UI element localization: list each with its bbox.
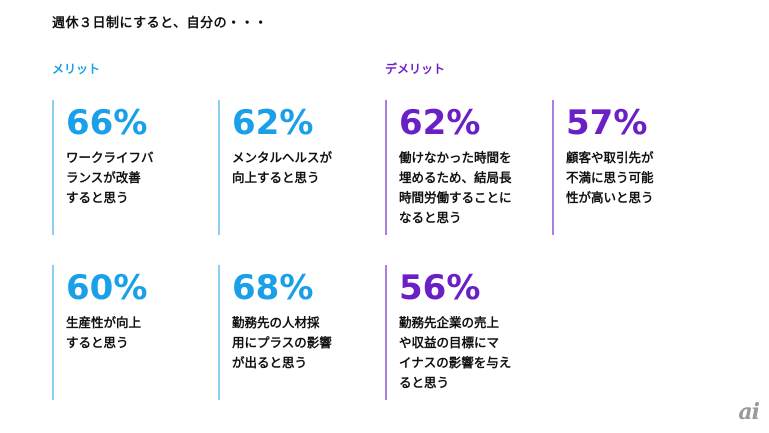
card-divider	[52, 100, 54, 235]
card-divider	[385, 100, 387, 235]
percentage-value: 56%	[399, 268, 481, 308]
merit-card-productivity: 60% 生産性が向上 すると思う	[52, 265, 216, 400]
section-label-demerit: デメリット	[385, 62, 446, 76]
item-label: 生産性が向上 すると思う	[66, 315, 142, 350]
percentage-value: 62%	[399, 103, 481, 143]
item-label: 勤務先の人材採 用にプラスの影響 が出ると思う	[232, 315, 332, 370]
demerit-card-customer-dissatisfaction: 57% 顧客や取引先が 不満に思う可能 性が高いと思う	[552, 100, 716, 235]
ai-logo: ai	[738, 399, 760, 425]
percentage-value: 68%	[232, 268, 314, 308]
demerit-card-revenue-impact: 56% 勤務先企業の売上 や収益の目標にマ イナスの影響を与え ると思う	[385, 265, 559, 400]
merit-card-recruitment: 68% 勤務先の人材採 用にプラスの影響 が出ると思う	[218, 265, 382, 400]
section-label-merit: メリット	[52, 62, 101, 76]
merit-card-mental-health: 62% メンタルヘルスが 向上すると思う	[218, 100, 382, 235]
item-label: 勤務先企業の売上 や収益の目標にマ イナスの影響を与え ると思う	[399, 315, 512, 390]
merit-card-work-life: 66% ワークライフバ ランスが改善 すると思う	[52, 100, 216, 235]
card-divider	[218, 100, 220, 235]
percentage-value: 57%	[566, 103, 648, 143]
demerit-card-long-hours: 62% 働けなかった時間を 埋めるため、結局長 時間労働することに なると思う	[385, 100, 559, 235]
item-label: メンタルヘルスが 向上すると思う	[232, 150, 333, 185]
percentage-value: 60%	[66, 268, 148, 308]
percentage-value: 62%	[232, 103, 314, 143]
card-divider	[385, 265, 387, 400]
percentage-value: 66%	[66, 103, 148, 143]
page-title: 週休３日制にすると、自分の・・・	[52, 16, 268, 31]
card-divider	[218, 265, 220, 400]
item-label: ワークライフバ ランスが改善 すると思う	[66, 150, 154, 205]
card-divider	[552, 100, 554, 235]
item-label: 顧客や取引先が 不満に思う可能 性が高いと思う	[566, 150, 654, 205]
card-divider	[52, 265, 54, 400]
item-label: 働けなかった時間を 埋めるため、結局長 時間労働することに なると思う	[399, 150, 512, 225]
